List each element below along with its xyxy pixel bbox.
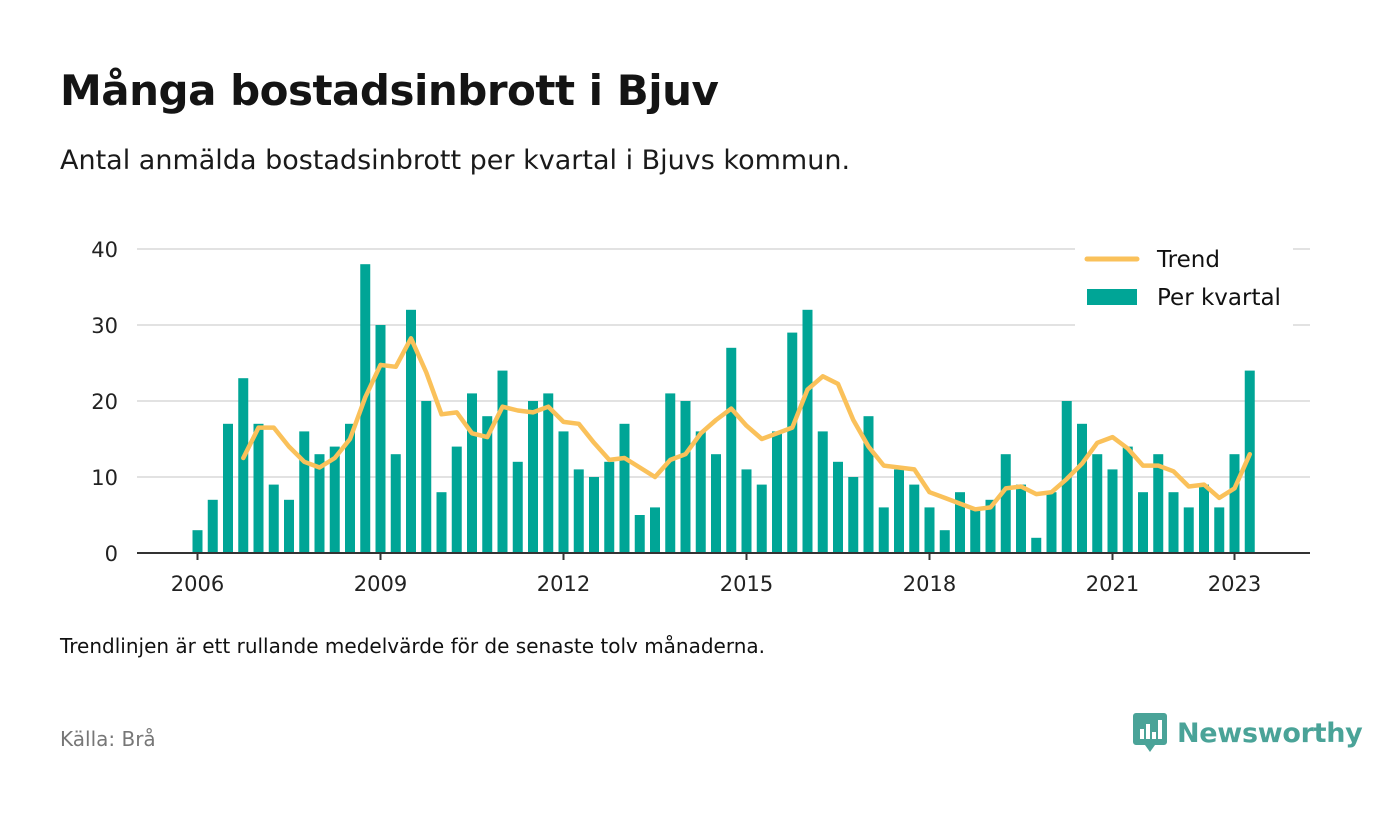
chart-subtitle: Antal anmälda bostadsinbrott per kvartal… (60, 145, 851, 176)
bar (604, 461, 615, 553)
bar (970, 507, 981, 553)
x-tick-label: 2006 (171, 572, 224, 596)
bar (1046, 492, 1057, 553)
bar (985, 499, 996, 553)
bar (833, 461, 843, 553)
bar (1244, 370, 1255, 553)
bar (1031, 537, 1042, 553)
bar (207, 499, 218, 553)
bar (284, 499, 294, 553)
legend-bar-swatch (1087, 289, 1137, 305)
y-tick-label: 0 (105, 542, 118, 566)
legend-trend-label: Trend (1156, 247, 1220, 273)
legend-bar-label: Per kvartal (1157, 285, 1281, 311)
bar (741, 469, 752, 553)
x-tick-label: 2015 (720, 572, 773, 596)
bar (955, 492, 965, 553)
bar (1092, 454, 1103, 553)
bar (909, 484, 920, 553)
bar (680, 401, 691, 553)
bar (1122, 446, 1133, 553)
bar (650, 507, 660, 553)
trend-note: Trendlinjen är ett rullande medelvärde f… (60, 634, 766, 658)
legend-background (1075, 241, 1293, 327)
y-tick-label: 10 (91, 466, 118, 490)
bar (848, 477, 859, 553)
bar (695, 431, 706, 553)
bar (817, 431, 828, 553)
bar (878, 507, 889, 553)
x-tick-label: 2012 (537, 572, 590, 596)
bar (711, 454, 721, 553)
bar (467, 393, 477, 553)
x-tick-label: 2021 (1086, 572, 1139, 596)
bar (1153, 454, 1164, 553)
bar (634, 515, 645, 553)
x-tick-label: 2023 (1208, 572, 1261, 596)
bar (1077, 423, 1087, 553)
bar (253, 423, 264, 553)
bar (406, 309, 416, 553)
bar (528, 401, 538, 553)
chart-title: Många bostadsinbrott i Bjuv (60, 66, 719, 115)
bar (192, 530, 203, 553)
bar (543, 393, 554, 553)
bar (1214, 507, 1225, 553)
y-tick-label: 20 (91, 390, 118, 414)
bar (268, 484, 279, 553)
bar (787, 332, 798, 553)
bar (1016, 484, 1026, 553)
bar (665, 393, 676, 553)
trend-line (241, 336, 1253, 512)
bar (436, 492, 447, 553)
bar (802, 309, 813, 553)
bar (589, 477, 599, 553)
bar (1168, 492, 1179, 553)
y-tick-label: 30 (91, 314, 118, 338)
bar (223, 423, 233, 553)
bar (329, 446, 340, 553)
bar (1138, 492, 1148, 553)
bar (772, 431, 782, 553)
bar (894, 469, 904, 553)
bar (558, 431, 569, 553)
bar (726, 347, 737, 553)
bar (375, 325, 386, 553)
y-tick-label: 40 (91, 238, 118, 262)
bar (451, 446, 462, 553)
bar (573, 469, 584, 553)
bar (1229, 454, 1240, 553)
source-text: Källa: Brå (60, 727, 156, 751)
bar (345, 423, 355, 553)
bar (497, 370, 508, 553)
bar (619, 423, 630, 553)
bar (1107, 469, 1118, 553)
x-tick-label: 2009 (354, 572, 407, 596)
bar (421, 401, 432, 553)
newsworthy-logo-icon (1133, 713, 1167, 752)
bar (924, 507, 935, 553)
brand-logo: Newsworthy (1133, 712, 1363, 754)
bar (1199, 484, 1209, 553)
brand-name: Newsworthy (1177, 717, 1363, 749)
bar (512, 461, 523, 553)
bar (756, 484, 767, 553)
bar (1000, 454, 1011, 553)
bar (390, 454, 401, 553)
x-tick-label: 2018 (903, 572, 956, 596)
bar (863, 416, 874, 553)
bar (482, 416, 493, 553)
bar (939, 530, 950, 553)
bar (299, 431, 310, 553)
bar (314, 454, 325, 553)
bar-chart: 0 10 20 30 40 2006 2009 2012 2015 2018 2021 2023 Tre… (91, 238, 1310, 596)
bar (360, 264, 371, 553)
bar (238, 378, 249, 553)
bar (1183, 507, 1194, 553)
